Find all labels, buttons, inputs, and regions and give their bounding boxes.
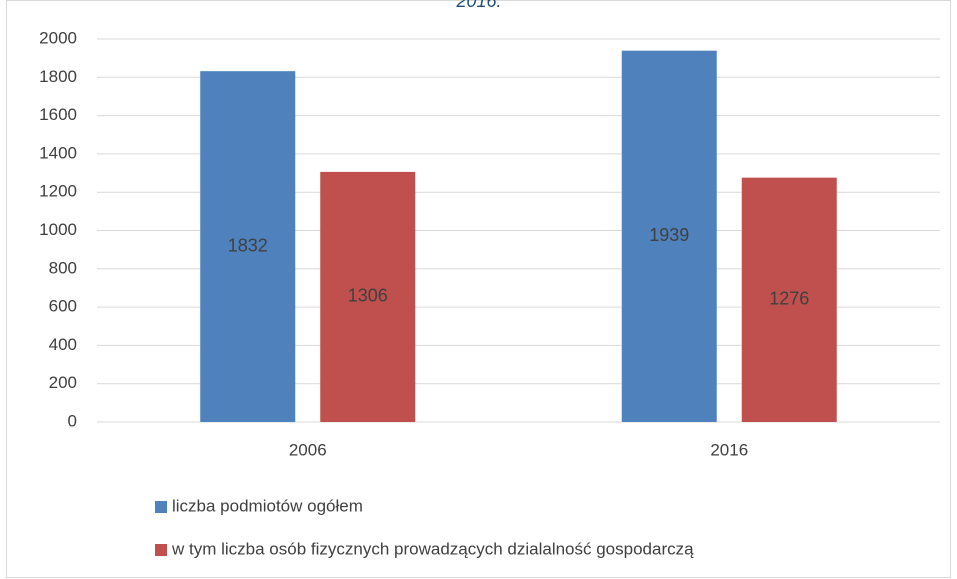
data-label: 1306 — [348, 286, 388, 306]
bar — [200, 71, 296, 422]
bar — [320, 171, 416, 422]
y-tick-label: 400 — [49, 335, 77, 354]
x-tick-label: 2006 — [289, 440, 327, 459]
legend-label: liczba podmiotów ogółem — [172, 496, 363, 515]
y-tick-label: 600 — [49, 297, 77, 316]
y-tick-label: 2000 — [39, 28, 77, 47]
y-tick-label: 1200 — [39, 182, 77, 201]
legend-swatch — [155, 544, 167, 556]
y-tick-label: 0 — [68, 411, 77, 430]
chart-title: 2016. — [455, 0, 501, 11]
data-label: 1832 — [228, 235, 268, 255]
x-tick-label: 2016 — [710, 440, 748, 459]
legend-label: w tym liczba osób fizycznych prowadzącyc… — [171, 539, 694, 558]
y-tick-label: 1000 — [39, 220, 77, 239]
data-label: 1276 — [769, 289, 809, 309]
bar — [741, 177, 837, 422]
y-tick-label: 1800 — [39, 67, 77, 86]
bar — [621, 50, 717, 423]
data-label: 1939 — [649, 225, 689, 245]
y-tick-label: 200 — [49, 373, 77, 392]
y-tick-label: 1400 — [39, 143, 77, 162]
y-tick-label: 800 — [49, 258, 77, 277]
y-tick-label: 1600 — [39, 105, 77, 124]
legend-swatch — [155, 501, 167, 513]
